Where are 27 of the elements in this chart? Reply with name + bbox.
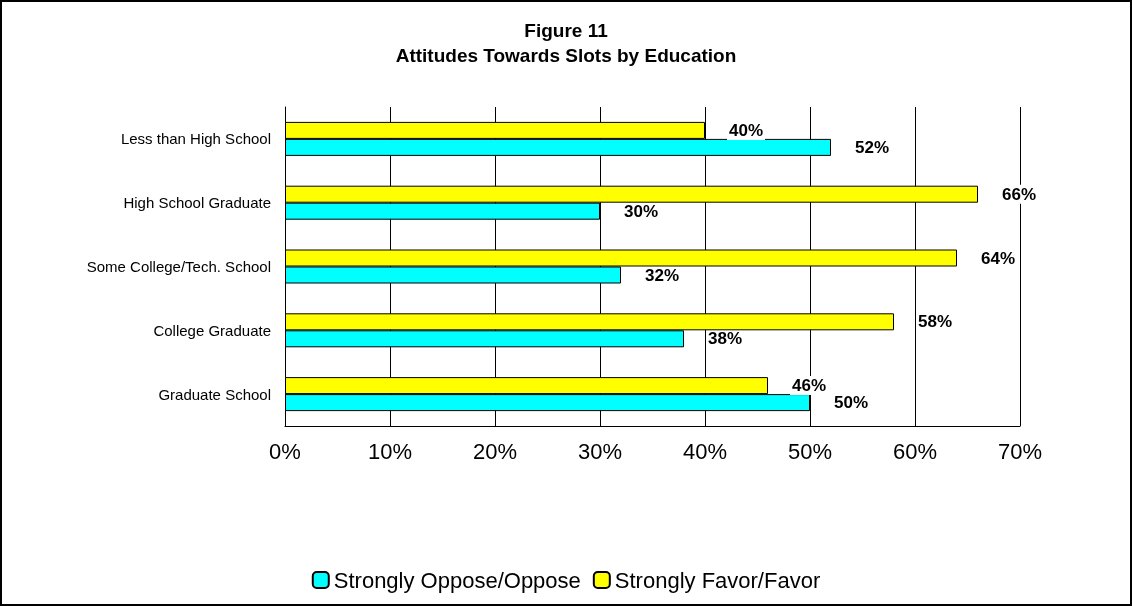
- x-tick-label: 40%: [682, 438, 728, 464]
- x-tick-label: 0%: [269, 438, 301, 464]
- data-label: 38%: [708, 329, 743, 349]
- data-label: 64%: [981, 248, 1016, 268]
- x-tick-label: 10%: [367, 438, 413, 464]
- y-tick-label: Graduate School: [158, 385, 271, 403]
- data-label: 66%: [1002, 184, 1037, 204]
- legend-label: Strongly Oppose/Oppose: [333, 567, 581, 593]
- x-tick-label: 70%: [997, 438, 1043, 464]
- legend-label: Strongly Favor/Favor: [614, 567, 821, 593]
- y-tick-label: Less than High School: [120, 130, 271, 148]
- x-tick-label: 50%: [787, 438, 833, 464]
- data-label: 32%: [645, 265, 680, 285]
- data-label: 40%: [729, 120, 764, 140]
- y-tick-label: College Graduate: [153, 321, 271, 339]
- x-tick-label: 30%: [577, 438, 623, 464]
- x-tick-label: 60%: [892, 438, 938, 464]
- y-tick-label: Some College/Tech. School: [86, 258, 271, 275]
- chart-subtitle: Attitudes Towards Slots by Education: [395, 45, 737, 66]
- data-label: 30%: [624, 201, 659, 221]
- data-label: 50%: [834, 393, 869, 413]
- x-tick-label: 20%: [472, 438, 518, 464]
- y-tick-label: High School Graduate: [123, 194, 271, 212]
- data-label: 52%: [855, 137, 890, 157]
- data-label: 46%: [792, 376, 827, 396]
- chart-title: Figure 11: [524, 20, 609, 41]
- data-label: 58%: [918, 312, 953, 332]
